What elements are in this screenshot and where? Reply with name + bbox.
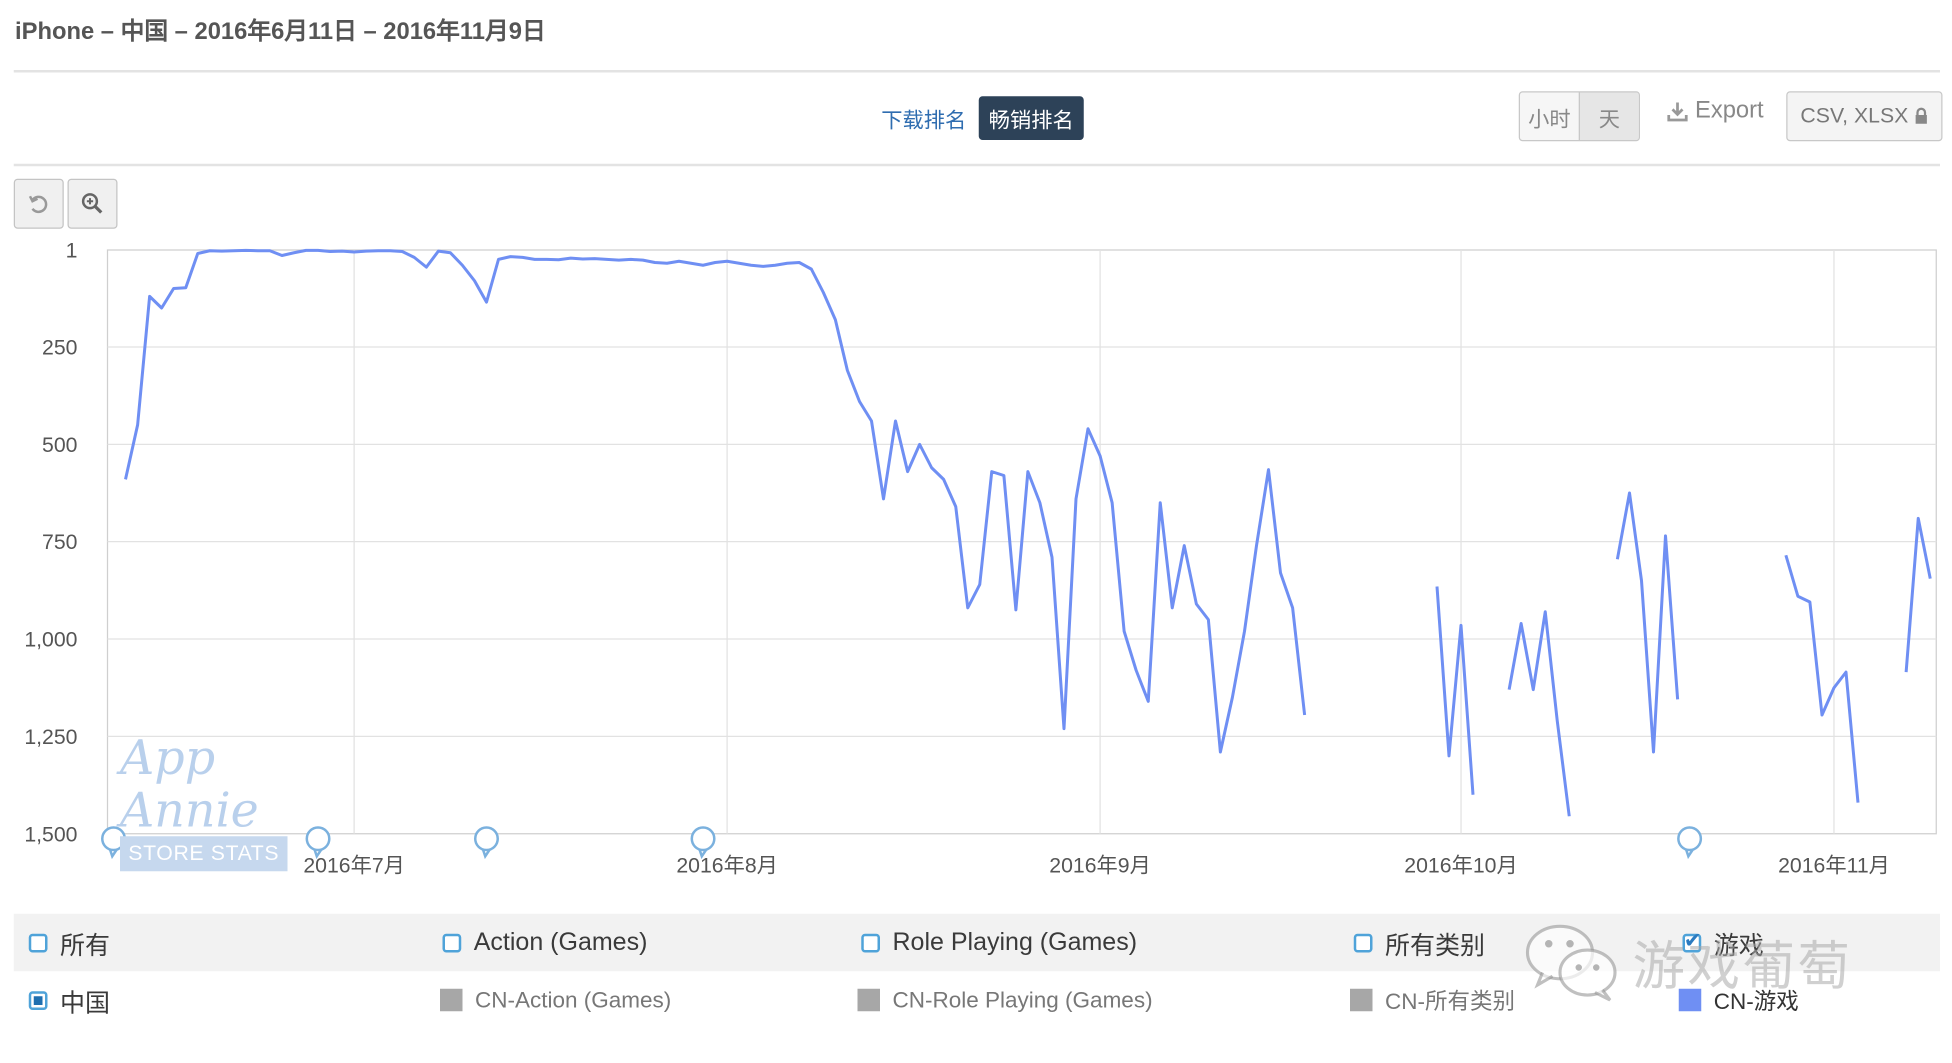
- filter-games[interactable]: 游戏: [1682, 914, 1764, 972]
- series-label: CN-Action (Games): [475, 986, 672, 1012]
- filter-role-playing-games[interactable]: Role Playing (Games): [861, 914, 1137, 972]
- checkbox-icon: [442, 933, 462, 952]
- checkbox-checked-icon: [1682, 928, 1702, 953]
- event-marker-icon[interactable]: [305, 826, 331, 860]
- filter-all[interactable]: 所有: [28, 914, 110, 972]
- wechat-watermark-text: 游戏葡萄: [1632, 935, 1853, 995]
- series-cn-all-categories[interactable]: CN-所有类别: [1350, 971, 1515, 1029]
- y-tick-label: 250: [42, 335, 77, 359]
- country-china[interactable]: 中国: [28, 971, 110, 1029]
- app-annie-watermark: App Annie STORE STATS: [120, 730, 288, 872]
- x-tick-label: 2016年10月: [1404, 854, 1517, 878]
- filter-label: 游戏: [1713, 931, 1764, 960]
- filter-all-categories[interactable]: 所有类别: [1353, 914, 1485, 972]
- series-line-segment: [1615, 491, 1680, 754]
- tab-grossing-rank[interactable]: 畅销排名: [978, 96, 1084, 140]
- checkbox-icon: [28, 933, 48, 952]
- export-button[interactable]: Export: [1666, 97, 1764, 126]
- series-swatch: [1350, 988, 1373, 1012]
- tab-downloads-rank[interactable]: 下载排名: [881, 108, 967, 133]
- export-label: Export: [1695, 97, 1764, 124]
- event-marker-icon[interactable]: [473, 826, 499, 860]
- filter-action-games[interactable]: Action (Games): [442, 914, 648, 972]
- y-tick-label: 500: [42, 433, 77, 457]
- series-cn-games[interactable]: CN-游戏: [1678, 971, 1799, 1029]
- x-tick-label: 2016年8月: [676, 854, 778, 878]
- legend-series-row: 中国 CN-Action (Games) CN-Role Playing (Ga…: [14, 971, 1940, 1029]
- y-tick-label: 1,000: [24, 628, 77, 652]
- divider: [13, 70, 1940, 73]
- series-label: CN-游戏: [1713, 988, 1799, 1014]
- x-tick-label: 2016年11月: [1778, 854, 1890, 878]
- export-format-label: CSV, XLSX: [1800, 103, 1909, 128]
- series-swatch: [1678, 988, 1702, 1012]
- legend: 所有 Action (Games) Role Playing (Games) 所…: [13, 913, 1940, 1029]
- y-tick-label: 1,500: [24, 822, 77, 846]
- series-cn-role-playing[interactable]: CN-Role Playing (Games): [857, 971, 1153, 1029]
- y-tick-label: 1: [66, 239, 78, 263]
- series-swatch: [440, 988, 463, 1012]
- series-line-segment: [1507, 610, 1571, 817]
- country-label: 中国: [60, 989, 110, 1017]
- series-line-segment: [1784, 554, 1860, 803]
- granularity-toggle: 小时 天: [1518, 91, 1640, 142]
- divider: [13, 163, 1940, 167]
- series-label: CN-Role Playing (Games): [892, 986, 1153, 1012]
- series-line-segment: [124, 248, 1307, 754]
- undo-icon: [28, 195, 48, 214]
- wechat-watermark: 游戏葡萄: [1523, 920, 1853, 1003]
- checkbox-checked-icon: [28, 990, 48, 1010]
- series-swatch: [857, 988, 880, 1012]
- zoom-in-icon: [81, 193, 103, 214]
- series-cn-action[interactable]: CN-Action (Games): [440, 971, 671, 1029]
- filter-label: Role Playing (Games): [892, 928, 1138, 956]
- filter-label: 所有类别: [1385, 931, 1485, 960]
- zoom-button[interactable]: [67, 178, 118, 229]
- y-tick-label: 750: [42, 530, 77, 554]
- lock-icon: [1915, 107, 1927, 124]
- checkbox-icon: [861, 933, 880, 952]
- export-format-button[interactable]: CSV, XLSX: [1786, 91, 1943, 142]
- granularity-hour-button[interactable]: 小时: [1528, 106, 1571, 131]
- legend-filter-row: 所有 Action (Games) Role Playing (Games) 所…: [13, 913, 1940, 972]
- rank-line-chart: 1 250 500 750 1,000 1,250 1,500 2016年7月 2016年8月 2…: [24, 239, 1937, 878]
- x-tick-label: 2016年9月: [1049, 854, 1151, 878]
- y-tick-label: 1,250: [24, 725, 77, 749]
- watermark-brand: App Annie: [120, 730, 259, 838]
- checkbox-icon: [1353, 933, 1373, 952]
- download-icon: [1667, 102, 1688, 122]
- rank-type-toggle: 下载排名 畅销排名: [879, 96, 1084, 140]
- watermark-sub: STORE STATS: [120, 836, 288, 872]
- granularity-day-button[interactable]: 天: [1578, 92, 1639, 140]
- filter-label: 所有: [60, 931, 110, 960]
- reset-zoom-button[interactable]: [13, 178, 64, 229]
- filter-label: Action (Games): [473, 928, 648, 956]
- wechat-icon: [1525, 924, 1617, 1002]
- series-label: CN-所有类别: [1385, 988, 1515, 1014]
- event-marker-icon[interactable]: [1677, 826, 1703, 860]
- series-line-segment: [1435, 586, 1475, 795]
- series-line-segment: [1904, 516, 1932, 673]
- page-title: iPhone – 中国 – 2016年6月11日 – 2016年11月9日: [15, 18, 546, 45]
- event-marker-icon[interactable]: [690, 826, 716, 860]
- x-tick-label: 2016年7月: [303, 854, 405, 878]
